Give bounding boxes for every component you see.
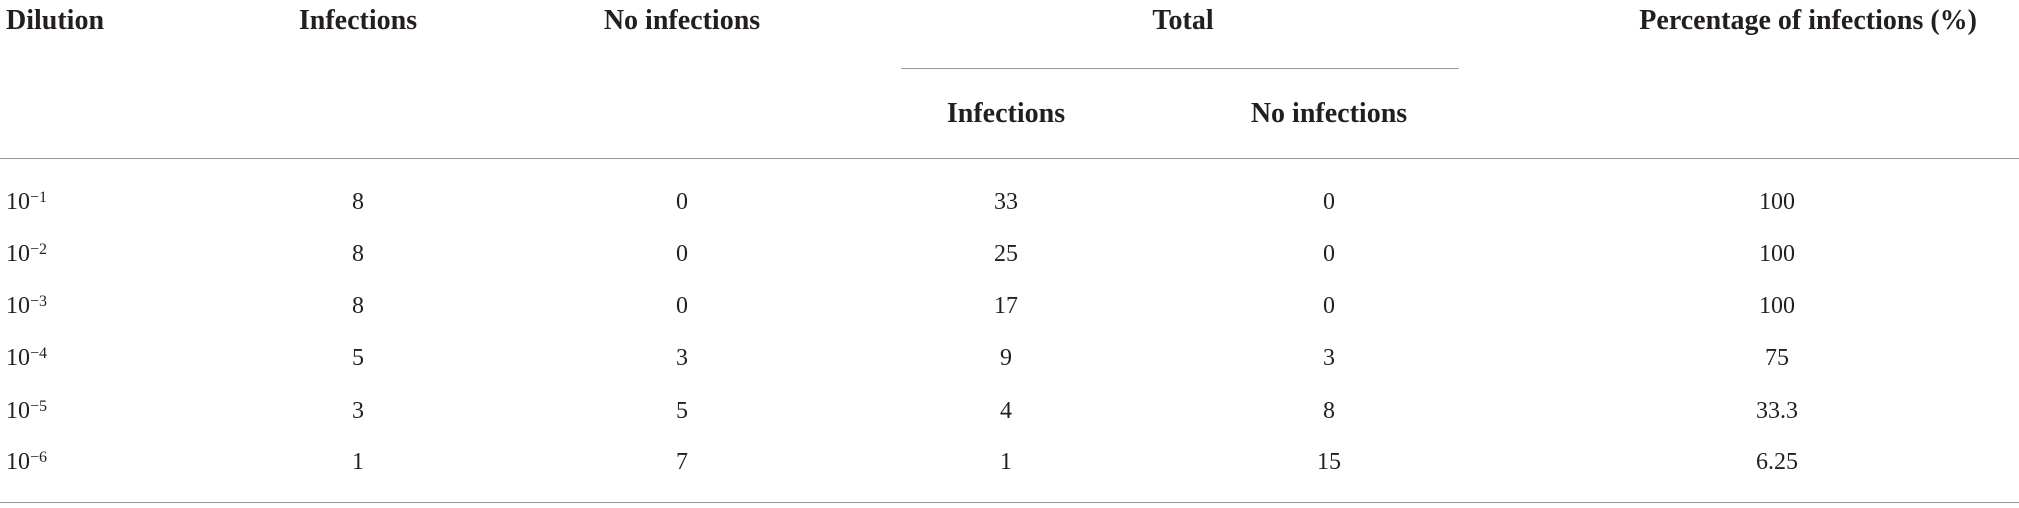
dilution-cell: 10−5 bbox=[6, 396, 47, 426]
dilution-exponent: −4 bbox=[30, 345, 48, 362]
dilution-exponent: −6 bbox=[30, 449, 48, 466]
bottom-rule bbox=[0, 502, 2019, 503]
table-cell: 8 bbox=[1323, 398, 1335, 424]
table-cell: 100 bbox=[1759, 293, 1795, 319]
table-cell: 25 bbox=[994, 241, 1018, 267]
dilution-base: 10 bbox=[6, 345, 30, 371]
dilution-exponent: −1 bbox=[30, 189, 48, 206]
column-header: Dilution bbox=[6, 5, 105, 36]
table-cell: 8 bbox=[352, 189, 364, 215]
table-cell: 0 bbox=[1323, 241, 1335, 267]
dilution-exponent: −2 bbox=[30, 241, 48, 258]
sub-header: No infections bbox=[1250, 98, 1408, 129]
dilution-cell: 10−3 bbox=[6, 291, 47, 321]
table-cell: 1 bbox=[352, 449, 364, 475]
group-header: Total bbox=[1152, 5, 1214, 36]
column-header: Infections bbox=[298, 5, 418, 36]
table-cell: 100 bbox=[1759, 241, 1795, 267]
table-cell: 15 bbox=[1317, 449, 1341, 475]
dilution-exponent: −5 bbox=[30, 398, 48, 415]
dilution-base: 10 bbox=[6, 293, 30, 319]
table-cell: 6.25 bbox=[1756, 449, 1798, 475]
group-rule bbox=[901, 68, 1459, 69]
dilution-cell: 10−2 bbox=[6, 239, 47, 269]
table-cell: 0 bbox=[676, 241, 688, 267]
table-cell: 100 bbox=[1759, 189, 1795, 215]
column-header: No infections bbox=[603, 5, 761, 36]
table-cell: 9 bbox=[1000, 345, 1012, 371]
table-cell: 7 bbox=[676, 449, 688, 475]
table-cell: 1 bbox=[1000, 449, 1012, 475]
dilution-base: 10 bbox=[6, 241, 30, 267]
table-cell: 5 bbox=[676, 398, 688, 424]
dilution-base: 10 bbox=[6, 449, 30, 475]
table-cell: 75 bbox=[1765, 345, 1789, 371]
dilution-base: 10 bbox=[6, 189, 30, 215]
table-cell: 33 bbox=[994, 189, 1018, 215]
dilution-cell: 10−1 bbox=[6, 187, 47, 217]
header-rule bbox=[0, 158, 2019, 159]
table-cell: 33.3 bbox=[1756, 398, 1798, 424]
table-cell: 4 bbox=[1000, 398, 1012, 424]
sub-header: Infections bbox=[946, 98, 1066, 129]
table-cell: 8 bbox=[352, 241, 364, 267]
table-cell: 17 bbox=[994, 293, 1018, 319]
table-cell: 0 bbox=[676, 293, 688, 319]
table-cell: 5 bbox=[352, 345, 364, 371]
table-cell: 0 bbox=[1323, 293, 1335, 319]
table-cell: 3 bbox=[1323, 345, 1335, 371]
table-cell: 3 bbox=[676, 345, 688, 371]
dilution-base: 10 bbox=[6, 398, 30, 424]
table-cell: 0 bbox=[1323, 189, 1335, 215]
dilution-cell: 10−6 bbox=[6, 447, 47, 477]
table-cell: 0 bbox=[676, 189, 688, 215]
dilution-exponent: −3 bbox=[30, 293, 48, 310]
table-cell: 3 bbox=[352, 398, 364, 424]
dilution-cell: 10−4 bbox=[6, 343, 47, 373]
table-cell: 8 bbox=[352, 293, 364, 319]
column-header: Percentage of infections (%) bbox=[1639, 5, 1977, 36]
